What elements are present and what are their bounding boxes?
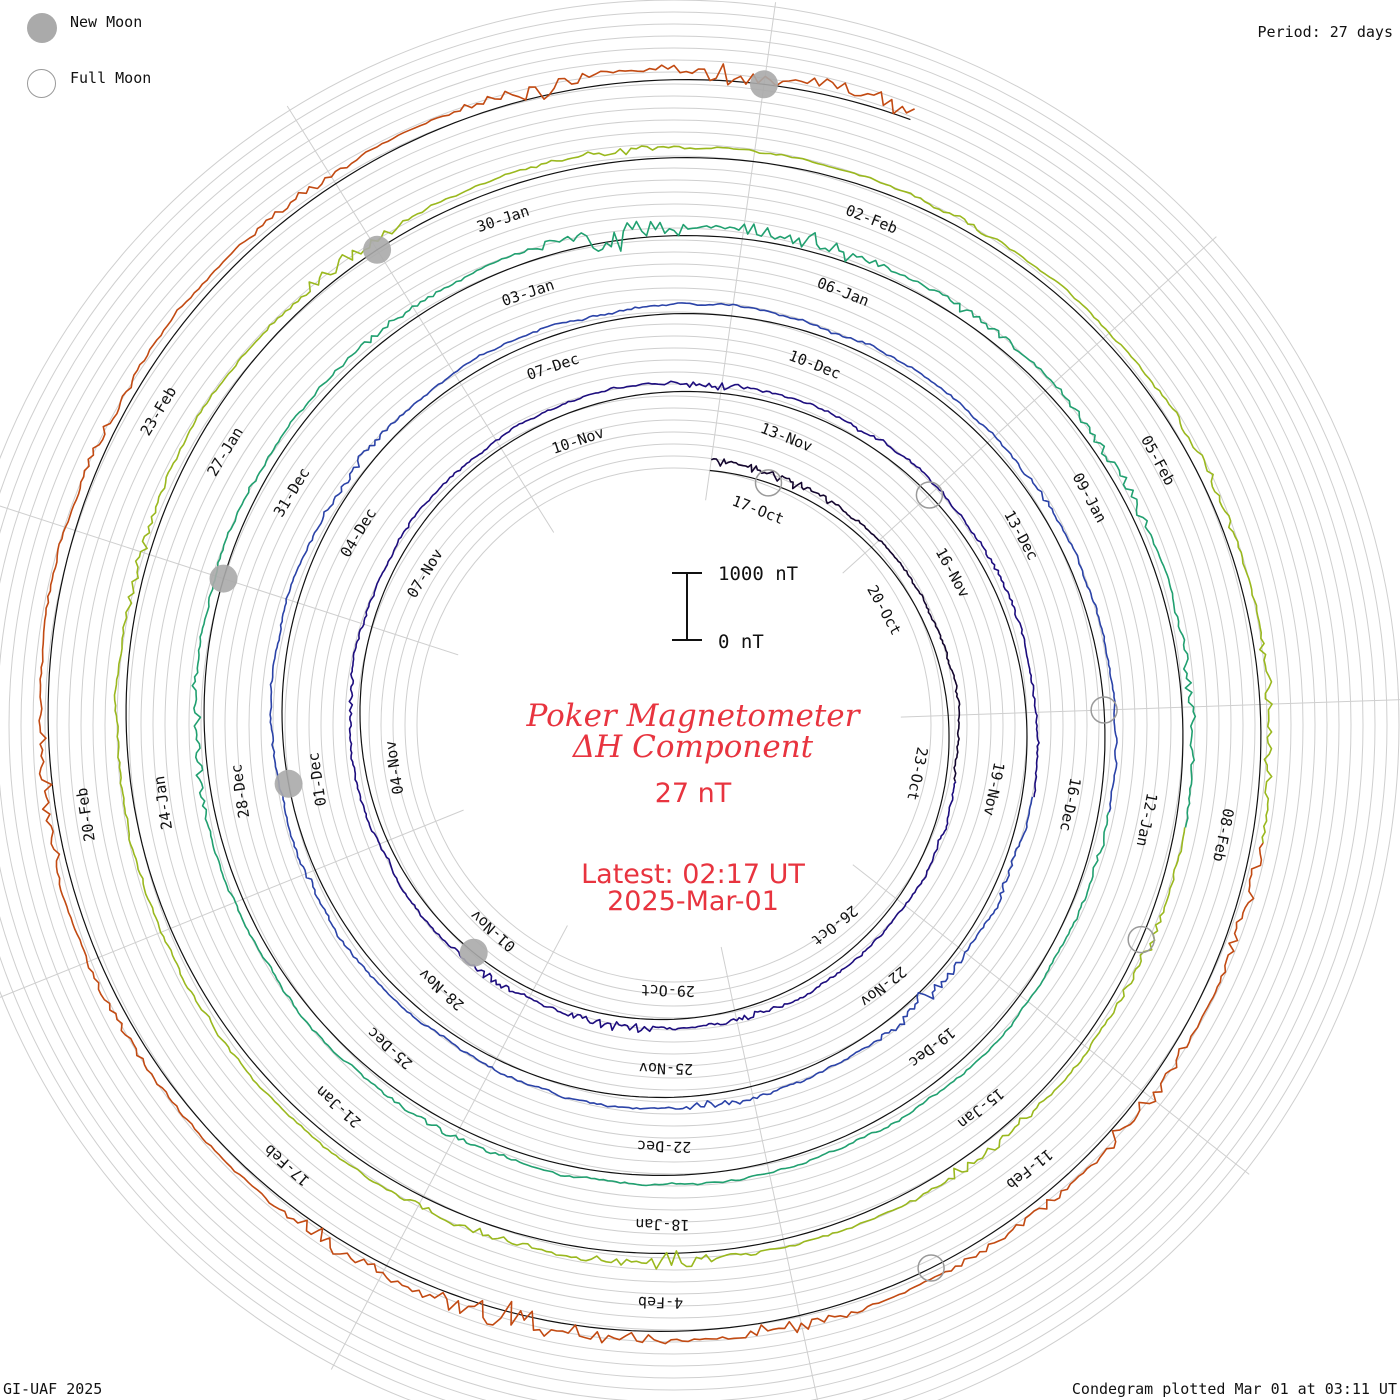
grid-ring <box>332 383 1016 1067</box>
grid-ring <box>260 311 1088 1139</box>
grid-ring <box>44 95 1304 1355</box>
series-layer <box>38 63 1273 1345</box>
date-label: 13-Nov <box>758 419 815 455</box>
grid-ring <box>0 35 1364 1400</box>
new-moon-marker <box>459 938 488 967</box>
data-series-line <box>348 380 1040 1033</box>
date-label: 29-Oct <box>640 981 695 1000</box>
date-label: 04-Dec <box>337 505 381 561</box>
new-moon-label: New Moon <box>70 13 143 31</box>
scale-bottom-label: 0 nT <box>718 631 764 653</box>
grid-ring <box>68 119 1280 1331</box>
chart-title: Poker Magnetometer <box>526 698 860 734</box>
scale-bar: 1000 nT 0 nT <box>672 563 798 653</box>
latest-time: Latest: 02:17 UT <box>581 859 805 890</box>
date-label: 25-Nov <box>639 1059 694 1078</box>
date-label: 02-Feb <box>843 201 900 237</box>
baseline-spiral <box>47 78 1262 1333</box>
date-label: 15-Jan <box>954 1084 1008 1132</box>
grid-ring <box>296 347 1052 1103</box>
date-label: 22-Dec <box>637 1137 692 1156</box>
date-label: 08-Feb <box>1209 807 1237 864</box>
data-series-line <box>191 220 1197 1187</box>
full-moon-marker <box>915 481 944 509</box>
data-series-line <box>38 63 1264 1345</box>
date-label: 07-Dec <box>524 349 581 383</box>
grid-ring <box>32 83 1316 1367</box>
grid-ring <box>104 155 1244 1295</box>
footer-credit: GI-UAF 2025 <box>3 1380 103 1398</box>
grid-ring <box>128 179 1220 1271</box>
date-label: 25-Dec <box>364 1023 417 1072</box>
full-moon-marker <box>917 1254 945 1282</box>
grid-ring <box>0 11 1388 1400</box>
period-label: Period: 27 days <box>1257 23 1393 41</box>
date-label: 13-Dec <box>1000 507 1042 563</box>
date-label: 22-Nov <box>856 963 910 1011</box>
date-label: 06-Jan <box>815 274 872 310</box>
grid-ring <box>188 239 1160 1211</box>
grid-ring <box>152 203 1196 1247</box>
grid-ring <box>344 395 1004 1055</box>
full-moon-marker <box>1090 696 1118 724</box>
grid-ring <box>416 467 932 983</box>
grid-ring <box>404 455 944 995</box>
date-label: 17-Feb <box>261 1141 314 1190</box>
new-moon-marker <box>274 769 303 798</box>
grid-ring <box>284 335 1064 1115</box>
grid-ring <box>308 359 1040 1091</box>
data-series-line <box>269 302 1118 1110</box>
current-value: 27 nT <box>654 778 732 809</box>
grid-ring <box>80 131 1268 1319</box>
footer-plot-time: Condegram plotted Mar 01 at 03:11 UT <box>1071 1380 1397 1398</box>
grid-ring <box>236 287 1112 1163</box>
grid-ring <box>356 407 992 1043</box>
grid-ring <box>56 107 1292 1343</box>
chart-subtitle: ΔH Component <box>572 729 814 765</box>
grid-ring <box>380 431 968 1019</box>
date-label: 10-Dec <box>786 346 843 382</box>
new-moon-marker <box>750 70 778 99</box>
new-moon-marker <box>363 235 392 264</box>
date-label: 30-Jan <box>474 202 531 236</box>
grid-ring <box>248 299 1100 1151</box>
latest-date: 2025-Mar-01 <box>607 886 779 917</box>
center-disc <box>447 498 901 952</box>
baseline-spiral-layer <box>47 78 1262 1333</box>
date-label: 18-Jan <box>635 1215 690 1234</box>
date-label: 03-Jan <box>499 276 556 310</box>
grid-ring <box>392 443 956 1007</box>
date-label: 4-Feb <box>638 1293 684 1312</box>
grid-ring <box>92 143 1256 1307</box>
grid-ring <box>272 323 1076 1127</box>
data-series-line <box>113 145 1273 1270</box>
grid-ring <box>176 227 1172 1223</box>
grid-ring <box>200 251 1148 1199</box>
full-moon-icon <box>27 69 56 98</box>
moon-marker-layer <box>209 70 1155 1282</box>
grid-ring <box>0 23 1376 1400</box>
new-moon-marker <box>209 564 238 593</box>
full-moon-marker <box>754 469 783 497</box>
grid-ring <box>212 263 1136 1187</box>
date-label: 10-Nov <box>549 423 606 457</box>
data-series-line <box>711 458 961 782</box>
full-moon-marker <box>1127 925 1155 954</box>
scale-top-label: 1000 nT <box>718 563 798 585</box>
grid-ring <box>0 47 1352 1400</box>
grid-ring <box>20 71 1328 1379</box>
full-moon-label: Full Moon <box>70 69 152 87</box>
date-label: 05-Feb <box>1137 432 1179 488</box>
new-moon-icon <box>27 13 57 43</box>
date-label: 27-Jan <box>203 424 247 480</box>
grid-ring <box>8 59 1340 1391</box>
grid-ring <box>224 275 1124 1175</box>
